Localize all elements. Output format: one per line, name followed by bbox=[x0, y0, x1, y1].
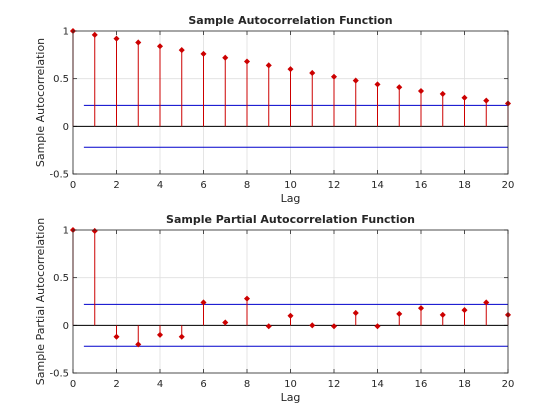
acf-axes-box bbox=[72, 30, 509, 175]
acf-marker bbox=[113, 35, 120, 42]
acf-x-tick-label: 20 bbox=[502, 180, 515, 191]
pacf-marker bbox=[222, 319, 229, 326]
pacf-marker bbox=[200, 299, 207, 306]
acf-marker bbox=[178, 47, 185, 54]
acf-chart-title: Sample Autocorrelation Function bbox=[188, 14, 392, 27]
pacf-x-tick-label: 12 bbox=[328, 379, 341, 390]
acf-x-tick-label: 10 bbox=[284, 180, 297, 191]
pacf-y-tick-label: 1 bbox=[63, 226, 69, 237]
pacf-axes-box bbox=[72, 229, 509, 374]
pacf-marker bbox=[243, 295, 251, 302]
acf-marker bbox=[352, 77, 359, 84]
pacf-marker bbox=[374, 323, 381, 330]
acf-y-tick-label: -0.5 bbox=[49, 170, 69, 181]
acf-marker bbox=[91, 31, 98, 38]
acf-marker bbox=[417, 88, 425, 95]
pacf-x-axis-label: Lag bbox=[281, 391, 301, 404]
acf-marker bbox=[265, 62, 272, 69]
pacf-x-tick-label: 14 bbox=[371, 379, 384, 390]
acf-x-axis-label: Lag bbox=[281, 192, 301, 205]
pacf-marker bbox=[483, 299, 490, 306]
pacf-y-axis-label: Sample Partial Autocorrelation bbox=[34, 218, 47, 385]
pacf-marker bbox=[135, 341, 142, 348]
acf-marker bbox=[309, 69, 316, 76]
acf-y-tick-label: 1 bbox=[63, 27, 69, 38]
pacf-x-tick-label: 18 bbox=[458, 379, 471, 390]
acf-x-tick-label: 14 bbox=[371, 180, 384, 191]
acf-marker bbox=[439, 90, 446, 97]
acf-marker bbox=[222, 54, 229, 61]
pacf-marker bbox=[265, 323, 272, 330]
acf-marker bbox=[287, 66, 294, 73]
acf-marker bbox=[243, 58, 251, 65]
acf-marker bbox=[461, 94, 468, 101]
acf-x-tick-label: 8 bbox=[244, 180, 250, 191]
pacf-x-tick-label: 4 bbox=[157, 379, 163, 390]
acf-x-tick-label: 2 bbox=[113, 180, 119, 191]
acf-y-axis-label: Sample Autocorrelation bbox=[34, 38, 47, 167]
pacf-y-tick-label: -0.5 bbox=[49, 369, 69, 380]
acf-y-tick-label: 0.5 bbox=[53, 74, 69, 85]
pacf-x-tick-label: 2 bbox=[113, 379, 119, 390]
pacf-x-tick-label: 16 bbox=[415, 379, 428, 390]
pacf-x-tick-label: 20 bbox=[502, 379, 515, 390]
pacf-y-tick-label: 0 bbox=[63, 321, 69, 332]
pacf-marker bbox=[417, 305, 425, 312]
pacf-marker bbox=[156, 331, 164, 338]
acf-marker bbox=[200, 50, 207, 57]
pacf-marker bbox=[309, 322, 316, 329]
pacf-y-tick-label: 0.5 bbox=[53, 273, 69, 284]
pacf-marker bbox=[461, 307, 468, 314]
acf-marker bbox=[483, 97, 490, 104]
pacf-marker bbox=[178, 333, 185, 340]
pacf-marker bbox=[352, 309, 359, 316]
pacf-x-tick-label: 8 bbox=[244, 379, 250, 390]
acf-x-tick-label: 12 bbox=[328, 180, 341, 191]
pacf-marker bbox=[396, 310, 403, 317]
acf-y-tick-label: 0 bbox=[63, 122, 69, 133]
pacf-marker bbox=[113, 333, 120, 340]
acf-x-tick-label: 16 bbox=[415, 180, 428, 191]
acf-x-tick-label: 18 bbox=[458, 180, 471, 191]
pacf-marker bbox=[330, 323, 338, 330]
acf-marker bbox=[135, 39, 142, 46]
acf-marker bbox=[396, 84, 403, 91]
pacf-x-tick-label: 6 bbox=[200, 379, 206, 390]
acf-marker bbox=[374, 81, 381, 88]
pacf-marker bbox=[287, 312, 294, 319]
acf-marker bbox=[156, 43, 164, 50]
acf-marker bbox=[330, 73, 338, 80]
pacf-x-tick-label: 10 bbox=[284, 379, 297, 390]
pacf-marker bbox=[439, 311, 446, 318]
acf-x-tick-label: 6 bbox=[200, 180, 206, 191]
acf-x-tick-label: 0 bbox=[70, 180, 76, 191]
pacf-chart-title: Sample Partial Autocorrelation Function bbox=[166, 213, 415, 226]
acf-x-tick-label: 4 bbox=[157, 180, 163, 191]
pacf-x-tick-label: 0 bbox=[70, 379, 76, 390]
